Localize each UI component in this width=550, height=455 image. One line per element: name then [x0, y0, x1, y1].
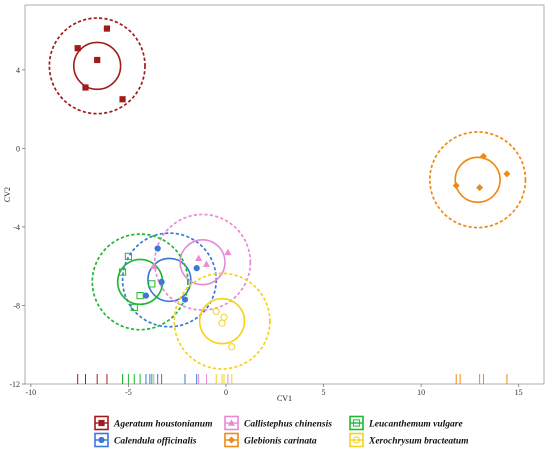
legend-label: Glebionis carinata [244, 437, 317, 447]
y-tick-label: 0 [16, 144, 20, 153]
data-point [82, 84, 89, 91]
data-point [228, 343, 236, 351]
legend-item: Glebionis carinata [224, 432, 317, 448]
x-tick-label: 10 [417, 388, 425, 397]
legend-item: Ageratum houstonianum [94, 415, 212, 431]
legend-item: Calendula officinalis [94, 432, 197, 448]
inner-confidence-circle [147, 257, 192, 303]
data-point [181, 296, 189, 303]
data-point [150, 262, 158, 269]
data-point [103, 25, 111, 32]
x-tick-label: 0 [224, 388, 228, 397]
outer-confidence-circle [153, 213, 252, 311]
legend-key-marker [98, 436, 105, 444]
data-point [124, 252, 133, 260]
data-point [94, 56, 101, 64]
legend-label: Leucanthemum vulgare [368, 420, 463, 430]
data-point [224, 248, 232, 256]
x-tick-label: 15 [515, 388, 523, 397]
data-point [74, 45, 81, 52]
x-tick-label: 5 [322, 388, 326, 397]
legend-label: Xerochrysum bracteatum [368, 437, 469, 447]
outer-confidence-circle [91, 233, 189, 331]
data-point [476, 184, 484, 192]
legend-key-marker [352, 436, 361, 444]
data-point [212, 307, 220, 315]
legend-item: Callistephus chinensis [224, 415, 332, 431]
axes: -10 -5 0 5 10 15 -12 -8 -4 0 4 [9, 66, 522, 397]
legend-key-marker [228, 419, 235, 426]
y-axis-title: CV2 [3, 187, 12, 202]
y-tick-label: -8 [13, 301, 20, 310]
confidence-circles [48, 17, 527, 370]
legend-label: Calendula officinalis [114, 437, 197, 447]
data-point [195, 254, 203, 262]
inner-confidence-circle [72, 41, 122, 91]
legend-label: Ageratum houstonianum [113, 420, 212, 430]
data-point [118, 268, 127, 276]
data-point [193, 265, 200, 272]
x-axis-title: CV1 [277, 394, 292, 403]
legend-item: Xerochrysum bracteatum [349, 432, 469, 448]
data-point [202, 260, 210, 267]
plot-panel [24, 4, 545, 385]
outer-confidence-circle [48, 17, 146, 115]
data-point [148, 280, 156, 288]
legend-key-marker [352, 419, 361, 427]
data-points [74, 25, 511, 351]
outer-confidence-circle [173, 272, 271, 370]
legend-key-marker [98, 419, 105, 427]
data-point [136, 292, 144, 300]
data-point [480, 152, 488, 160]
legend-key-marker [228, 436, 235, 444]
x-tick-label: -10 [26, 388, 37, 397]
data-point [158, 278, 165, 285]
y-tick-label: -12 [9, 380, 20, 389]
data-point [154, 245, 161, 252]
x-tick-label: -5 [125, 388, 132, 397]
legend-item: Leucanthemum vulgare [349, 415, 463, 431]
inner-confidence-circle [198, 297, 246, 345]
legend: Ageratum houstonianum Calendula officinal… [94, 415, 469, 448]
data-point [119, 96, 126, 103]
data-point [503, 170, 511, 178]
outer-confidence-circle [429, 131, 527, 229]
data-point [142, 292, 150, 299]
y-tick-label: -4 [13, 223, 20, 232]
data-point [130, 303, 138, 312]
data-point [452, 182, 460, 190]
data-point [218, 319, 226, 327]
legend-label: Callistephus chinensis [244, 420, 332, 430]
inner-confidence-circle [454, 156, 501, 204]
inner-confidence-circle [179, 239, 226, 286]
y-tick-label: 4 [16, 66, 20, 75]
rug-layer [77, 374, 508, 384]
